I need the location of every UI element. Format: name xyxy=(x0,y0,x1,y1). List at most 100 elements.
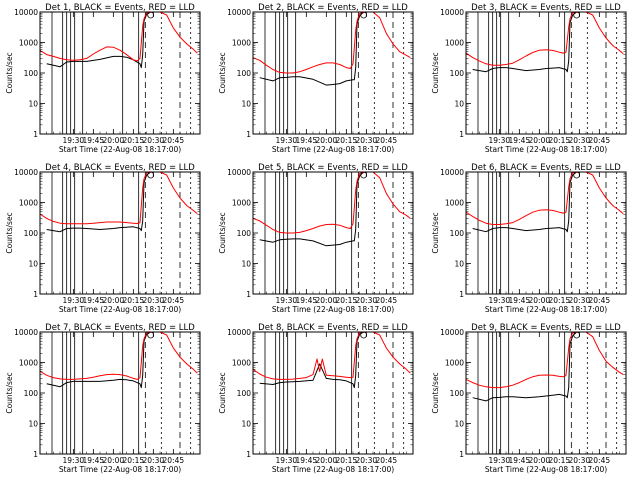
y-tick-label: 1 xyxy=(33,290,38,299)
x-axis-label: Start Time (22-Aug-08 18:17:00) xyxy=(59,145,181,154)
x-tick-label: 20:00 xyxy=(103,456,125,465)
x-axis-label: Start Time (22-Aug-08 18:17:00) xyxy=(59,465,181,474)
detector-panel-3: Det 3, BLACK = Events, RED = LLD 1 10 100 10… xyxy=(431,3,627,154)
y-tick-label: 10 xyxy=(241,420,251,429)
x-tick-label: 20:45 xyxy=(589,136,611,145)
y-tick-label: 10 xyxy=(241,100,251,109)
y-tick-label: 10000 xyxy=(440,168,464,177)
series-lld-line xyxy=(40,12,198,62)
series-lld-line xyxy=(253,332,411,380)
x-tick-label: 19:30 xyxy=(276,296,298,305)
y-tick-label: 1000 xyxy=(445,39,464,48)
y-tick-label: 1 xyxy=(246,290,251,299)
detector-panel-5: Det 5, BLACK = Events, RED = LLD 1 10 100 10… xyxy=(218,163,414,314)
axes-frame xyxy=(465,331,627,455)
plot-area xyxy=(253,332,411,454)
panel-title: Det 1, BLACK = Events, RED = LLD xyxy=(45,3,195,13)
x-axis-label: Start Time (22-Aug-08 18:17:00) xyxy=(272,465,394,474)
x-tick-label: 19:45 xyxy=(83,296,105,305)
y-tick-label: 1 xyxy=(246,450,251,459)
y-tick-label: 1 xyxy=(459,450,464,459)
y-tick-label: 10000 xyxy=(227,328,251,337)
x-tick-label: 20:00 xyxy=(316,456,338,465)
x-tick-label: 20:00 xyxy=(103,296,125,305)
y-tick-label: 100 xyxy=(24,69,39,78)
axes-frame xyxy=(252,171,414,295)
x-tick-label: 20:00 xyxy=(529,456,551,465)
panel-title: Det 6, BLACK = Events, RED = LLD xyxy=(471,163,621,173)
y-axis-label: Counts/sec xyxy=(218,52,227,93)
detector-panel-6: Det 6, BLACK = Events, RED = LLD 1 10 100 10… xyxy=(431,163,627,314)
y-tick-label: 100 xyxy=(450,69,465,78)
y-axis-label: Counts/sec xyxy=(5,52,14,93)
x-tick-label: 20:45 xyxy=(376,296,398,305)
y-tick-label: 10 xyxy=(28,260,38,269)
x-tick-label: 19:45 xyxy=(296,136,318,145)
axes-frame xyxy=(39,331,201,455)
y-tick-label: 1000 xyxy=(445,359,464,368)
series-events-line xyxy=(472,12,585,73)
y-tick-label: 10 xyxy=(454,100,464,109)
y-tick-label: 10000 xyxy=(440,328,464,337)
x-tick-label: 20:30 xyxy=(356,456,378,465)
y-tick-label: 1000 xyxy=(445,199,464,208)
x-tick-label: 20:30 xyxy=(356,296,378,305)
x-axis-label: Start Time (22-Aug-08 18:17:00) xyxy=(59,305,181,314)
series-lld-line xyxy=(40,172,198,225)
x-tick-label: 19:30 xyxy=(489,136,511,145)
series-lld-line xyxy=(466,332,624,389)
axes-frame xyxy=(39,11,201,135)
detector-panel-8: Det 8, BLACK = Events, RED = LLD 1 10 100 10… xyxy=(218,323,414,474)
x-tick-label: 19:30 xyxy=(63,136,85,145)
axes-frame xyxy=(252,11,414,135)
panel-title: Det 7, BLACK = Events, RED = LLD xyxy=(45,323,195,333)
x-tick-label: 20:45 xyxy=(589,296,611,305)
axes-frame xyxy=(39,171,201,295)
series-lld-line xyxy=(253,12,411,74)
series-lld-line xyxy=(40,332,198,380)
x-tick-label: 20:15 xyxy=(549,136,571,145)
x-tick-label: 20:30 xyxy=(143,296,165,305)
x-tick-label: 20:45 xyxy=(163,136,185,145)
y-tick-label: 10000 xyxy=(440,8,464,17)
x-axis-label: Start Time (22-Aug-08 18:17:00) xyxy=(485,145,607,154)
series-lld-line xyxy=(466,172,624,225)
x-tick-label: 20:30 xyxy=(143,136,165,145)
x-tick-label: 20:00 xyxy=(529,296,551,305)
y-tick-label: 1000 xyxy=(19,359,38,368)
y-tick-label: 1000 xyxy=(19,199,38,208)
y-tick-label: 100 xyxy=(450,229,465,238)
series-events-line xyxy=(472,332,585,402)
y-axis-label: Counts/sec xyxy=(218,372,227,413)
panel-title: Det 5, BLACK = Events, RED = LLD xyxy=(258,163,408,173)
x-tick-label: 20:30 xyxy=(569,136,591,145)
x-tick-label: 20:45 xyxy=(589,456,611,465)
series-lld-line xyxy=(466,12,624,66)
y-tick-label: 10 xyxy=(454,420,464,429)
y-axis-label: Counts/sec xyxy=(5,372,14,413)
y-axis-label: Counts/sec xyxy=(5,212,14,253)
x-tick-label: 20:00 xyxy=(103,136,125,145)
x-tick-label: 19:30 xyxy=(276,456,298,465)
x-tick-label: 19:45 xyxy=(509,136,531,145)
y-tick-label: 100 xyxy=(237,389,252,398)
panel-title: Det 8, BLACK = Events, RED = LLD xyxy=(258,323,408,333)
y-tick-label: 10 xyxy=(454,260,464,269)
x-tick-label: 20:15 xyxy=(549,456,571,465)
y-tick-label: 100 xyxy=(237,69,252,78)
x-tick-label: 20:15 xyxy=(336,296,358,305)
x-tick-label: 20:45 xyxy=(163,296,185,305)
y-axis-label: Counts/sec xyxy=(431,372,440,413)
y-tick-label: 10000 xyxy=(14,8,38,17)
x-tick-label: 20:15 xyxy=(123,136,145,145)
y-tick-label: 1000 xyxy=(19,39,38,48)
y-axis-label: Counts/sec xyxy=(431,212,440,253)
detector-panel-4: Det 4, BLACK = Events, RED = LLD 1 10 100 10… xyxy=(5,163,201,314)
x-tick-label: 19:45 xyxy=(83,456,105,465)
x-tick-label: 20:15 xyxy=(336,456,358,465)
y-axis-label: Counts/sec xyxy=(431,52,440,93)
plot-area xyxy=(40,172,198,294)
y-tick-label: 10 xyxy=(28,420,38,429)
y-tick-label: 1 xyxy=(459,290,464,299)
panel-title: Det 9, BLACK = Events, RED = LLD xyxy=(471,323,621,333)
